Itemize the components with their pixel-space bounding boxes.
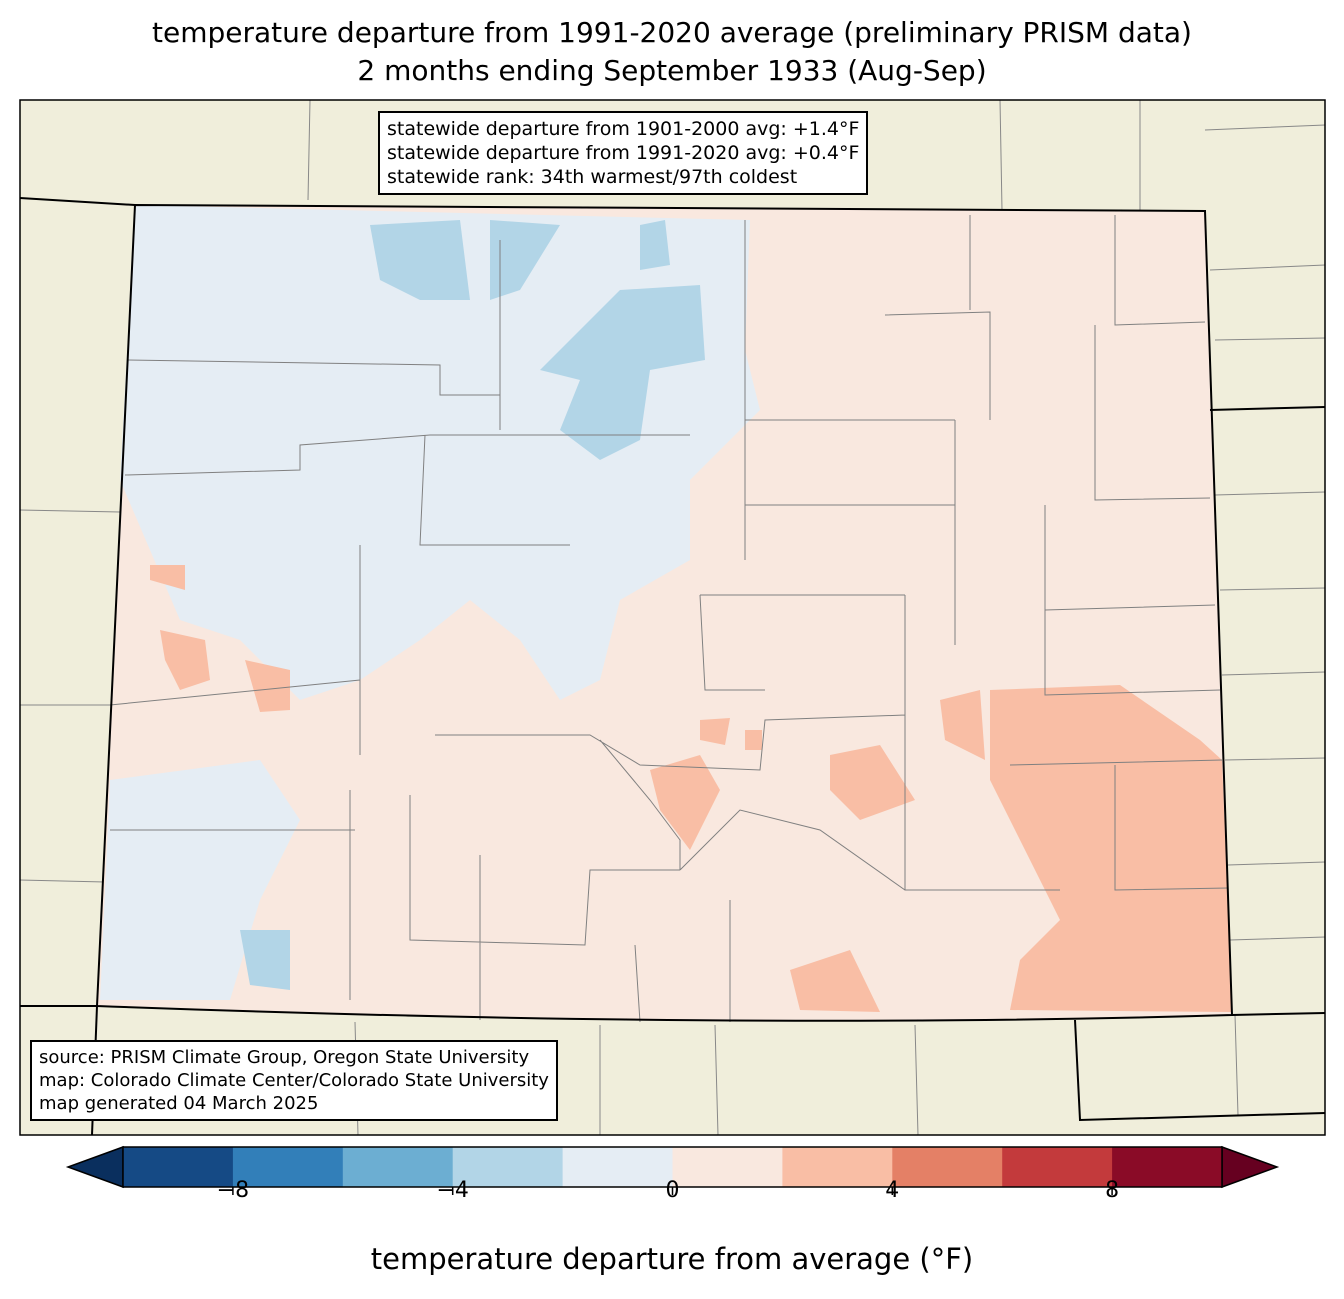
cool-region-southwest: [100, 760, 300, 1000]
map-title-line1: temperature departure from 1991-2020 ave…: [152, 16, 1192, 49]
colorbar-segment: [123, 1147, 234, 1187]
stats-departure-1991-2020: statewide departure from 1991-2020 avg: …: [387, 142, 860, 164]
colorbar-tick-label: 0: [665, 1178, 680, 1203]
colorbar-tick-label: 8: [1105, 1178, 1120, 1203]
colorbar-segment: [452, 1147, 564, 1187]
colorbar-segment: [1002, 1147, 1113, 1187]
colorbar-segment: [232, 1147, 344, 1187]
statewide-stats-box: statewide departure from 1901-2000 avg: …: [378, 111, 869, 195]
map-frame: [19, 99, 1326, 1136]
colorbar-segment: [782, 1147, 893, 1187]
colorbar-segment: [892, 1147, 1003, 1187]
colorado-county-lines: [109, 215, 1229, 1023]
source-box: source: PRISM Climate Group, Oregon Stat…: [30, 1040, 558, 1121]
colorbar-segment: [672, 1147, 783, 1187]
colorado-border: [95, 203, 1234, 1022]
colorbar-under-arrow: [65, 1145, 124, 1189]
warm-anomaly-patches: [150, 565, 1232, 1012]
neighbor-county-lines: [19, 99, 1326, 1136]
colorbar-over-arrow: [1221, 1145, 1280, 1189]
colorbar-tick-label: −8: [216, 1178, 250, 1203]
stats-departure-1901-2000: statewide departure from 1901-2000 avg: …: [387, 118, 860, 140]
colorbar-tick-label: −4: [436, 1178, 469, 1203]
colorbar-tick-label: 4: [885, 1178, 900, 1203]
cool-anomaly-patches: [240, 220, 705, 990]
map-title-line2: 2 months ending September 1933 (Aug-Sep): [357, 54, 987, 87]
colorbar: [65, 1145, 1280, 1195]
colorbar-segment: [342, 1147, 454, 1187]
source-prism: source: PRISM Climate Group, Oregon Stat…: [39, 1047, 530, 1068]
colorbar-segment: [562, 1147, 673, 1187]
colorbar-label: temperature departure from average (°F): [370, 1242, 974, 1276]
source-map: map: Colorado Climate Center/Colorado St…: [39, 1070, 549, 1091]
stats-rank: statewide rank: 34th warmest/97th coldes…: [387, 166, 798, 188]
source-generated: map generated 04 March 2025: [39, 1093, 319, 1114]
colorbar-segment: [1112, 1147, 1223, 1187]
